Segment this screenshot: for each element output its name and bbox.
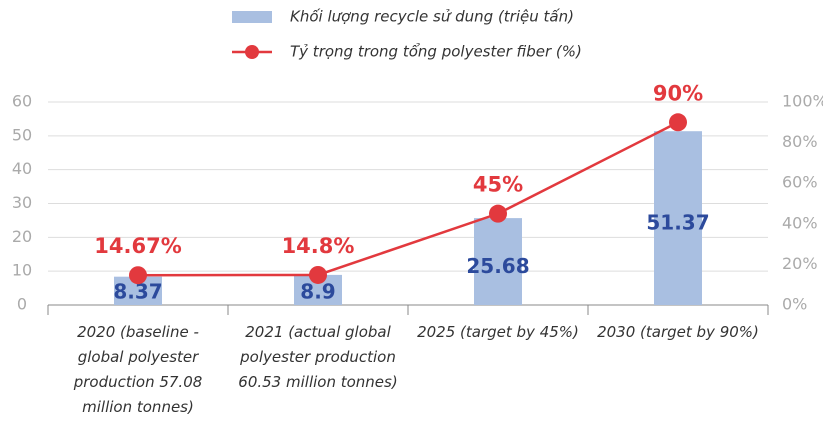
x-tick-label: 2025 (target by 45%) <box>417 323 579 341</box>
bar <box>654 131 702 305</box>
point <box>129 266 147 285</box>
line <box>137 121 679 277</box>
legend-label: Tỷ trọng trong tổng polyester fiber (%) <box>290 43 582 61</box>
y2-tick-label: 40% <box>782 213 818 232</box>
x-tick-label: 2030 (target by 90%) <box>597 323 759 341</box>
point <box>489 204 507 223</box>
legend-swatch <box>232 11 272 23</box>
x-tick-label: 2020 (baseline - global polyester produc… <box>73 323 203 416</box>
x-tick-label: 2021 (actual global polyester production… <box>238 323 398 391</box>
point-label: 14.67% <box>94 234 181 258</box>
y-tick-label: 60 <box>12 92 32 111</box>
bar-label: 51.37 <box>646 211 709 235</box>
legend-swatch <box>245 45 259 59</box>
point-label: 14.8% <box>282 234 355 258</box>
y-tick-label: 40 <box>12 159 32 178</box>
y2-tick-label: 80% <box>782 132 818 151</box>
point-label: 45% <box>473 173 523 197</box>
bar <box>474 218 522 305</box>
point <box>309 265 327 284</box>
point <box>669 113 687 132</box>
y-tick-label: 20 <box>12 227 32 246</box>
y2-tick-label: 60% <box>782 173 818 192</box>
legend-label: Khối lượng recycle sử dung (triệu tấn) <box>290 8 574 26</box>
y2-tick-label: 100% <box>782 92 823 111</box>
y-tick-label: 30 <box>12 193 32 212</box>
y2-tick-label: 0% <box>782 295 807 314</box>
y-tick-label: 50 <box>12 125 32 144</box>
bar-label: 25.68 <box>466 254 529 278</box>
y-tick-label: 0 <box>17 295 27 314</box>
y2-tick-label: 20% <box>782 254 818 273</box>
y-tick-label: 10 <box>12 261 32 280</box>
point-label: 90% <box>653 81 703 105</box>
